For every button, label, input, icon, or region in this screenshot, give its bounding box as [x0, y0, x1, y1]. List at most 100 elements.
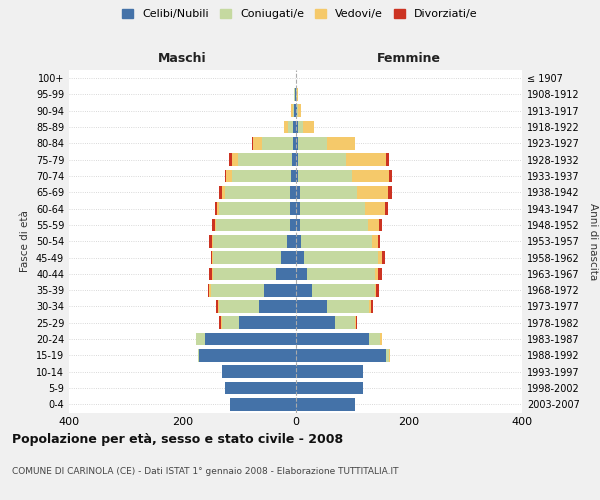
Bar: [291, 104, 293, 117]
Bar: [265, 284, 296, 296]
Bar: [232, 154, 238, 166]
Bar: [296, 382, 364, 394]
Bar: [214, 251, 281, 264]
Bar: [389, 170, 392, 182]
Bar: [222, 186, 225, 198]
Bar: [376, 284, 379, 296]
Bar: [303, 120, 314, 134]
Bar: [208, 284, 209, 296]
Bar: [290, 218, 296, 232]
Bar: [219, 202, 290, 215]
Bar: [214, 235, 287, 248]
Bar: [290, 186, 296, 198]
Text: COMUNE DI CARINOLA (CE) - Dati ISTAT 1° gennaio 2008 - Elaborazione TUTTITALIA.I: COMUNE DI CARINOLA (CE) - Dati ISTAT 1° …: [12, 468, 398, 476]
Bar: [380, 332, 382, 345]
Bar: [259, 300, 296, 313]
Bar: [209, 235, 212, 248]
Y-axis label: Fasce di età: Fasce di età: [20, 210, 30, 272]
Bar: [232, 170, 291, 182]
Bar: [293, 137, 296, 150]
Bar: [296, 366, 364, 378]
Bar: [313, 284, 375, 296]
Bar: [230, 398, 296, 410]
Bar: [300, 202, 365, 215]
Bar: [222, 366, 296, 378]
Bar: [326, 137, 355, 150]
Bar: [216, 300, 218, 313]
Bar: [209, 268, 212, 280]
Bar: [218, 300, 219, 313]
Bar: [214, 268, 275, 280]
Bar: [212, 218, 215, 232]
Bar: [296, 88, 298, 101]
Bar: [326, 300, 369, 313]
Bar: [226, 170, 232, 182]
Bar: [222, 316, 239, 329]
Bar: [307, 268, 375, 280]
Y-axis label: Anni di nascita: Anni di nascita: [588, 202, 598, 280]
Bar: [296, 235, 301, 248]
Bar: [290, 202, 296, 215]
Bar: [211, 284, 265, 296]
Bar: [221, 316, 222, 329]
Bar: [389, 349, 390, 362]
Bar: [296, 202, 300, 215]
Bar: [284, 120, 288, 134]
Bar: [300, 218, 368, 232]
Bar: [209, 284, 211, 296]
Bar: [215, 202, 217, 215]
Bar: [225, 382, 296, 394]
Bar: [296, 332, 369, 345]
Bar: [298, 104, 301, 117]
Bar: [296, 218, 300, 232]
Bar: [296, 268, 307, 280]
Bar: [346, 154, 386, 166]
Bar: [262, 137, 293, 150]
Bar: [365, 202, 385, 215]
Bar: [298, 137, 326, 150]
Bar: [304, 251, 377, 264]
Bar: [369, 300, 371, 313]
Bar: [205, 332, 296, 345]
Bar: [377, 251, 382, 264]
Bar: [301, 235, 372, 248]
Bar: [379, 218, 382, 232]
Bar: [293, 104, 295, 117]
Bar: [369, 332, 380, 345]
Bar: [368, 218, 379, 232]
Bar: [287, 235, 296, 248]
Bar: [292, 154, 296, 166]
Bar: [355, 316, 356, 329]
Bar: [296, 349, 386, 362]
Bar: [296, 120, 298, 134]
Bar: [239, 316, 296, 329]
Bar: [212, 268, 214, 280]
Bar: [216, 218, 290, 232]
Bar: [281, 251, 296, 264]
Text: Popolazione per età, sesso e stato civile - 2008: Popolazione per età, sesso e stato civil…: [12, 432, 343, 446]
Bar: [293, 120, 296, 134]
Bar: [196, 332, 205, 345]
Bar: [229, 154, 232, 166]
Bar: [296, 251, 304, 264]
Bar: [298, 154, 346, 166]
Bar: [219, 316, 221, 329]
Bar: [296, 284, 313, 296]
Bar: [199, 349, 296, 362]
Bar: [372, 235, 377, 248]
Bar: [296, 154, 298, 166]
Bar: [298, 170, 352, 182]
Bar: [388, 186, 392, 198]
Bar: [356, 316, 357, 329]
Bar: [377, 268, 382, 280]
Bar: [296, 186, 300, 198]
Bar: [356, 186, 388, 198]
Bar: [238, 154, 292, 166]
Bar: [291, 170, 296, 182]
Bar: [215, 218, 216, 232]
Legend: Celibi/Nubili, Coniugati/e, Vedovi/e, Divorziati/e: Celibi/Nubili, Coniugati/e, Vedovi/e, Di…: [119, 6, 481, 22]
Bar: [295, 104, 296, 117]
Bar: [296, 104, 298, 117]
Bar: [225, 186, 290, 198]
Bar: [296, 170, 298, 182]
